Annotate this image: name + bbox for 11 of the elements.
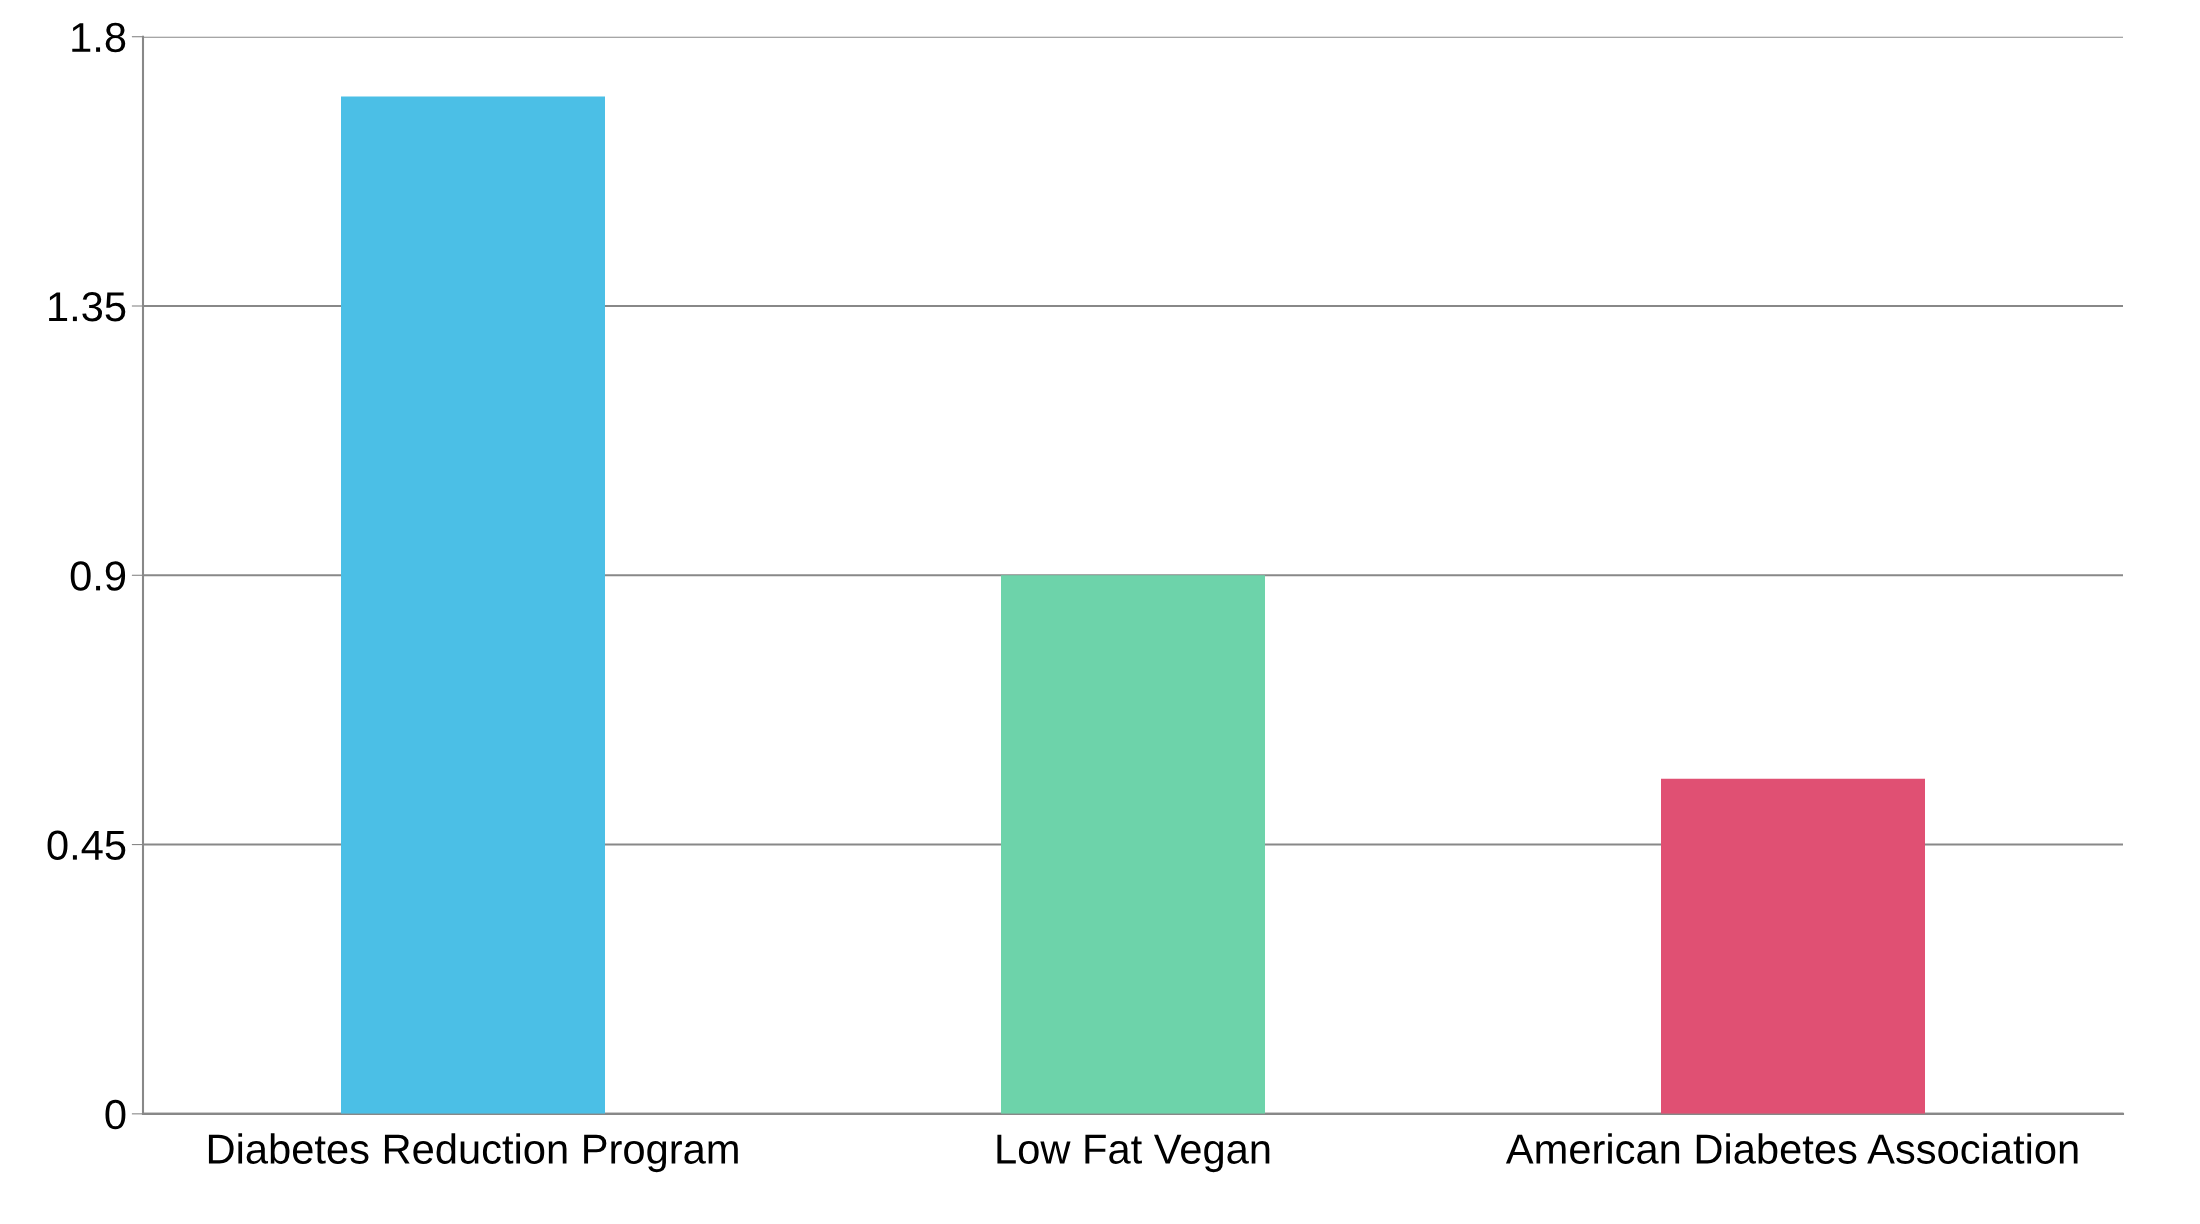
x-tick-label: American Diabetes Association: [1505, 1133, 2078, 1164]
y-tick-label: 1.8: [72, 22, 126, 53]
bar: [341, 96, 605, 1114]
bar: [1001, 575, 1265, 1114]
bar: [1661, 778, 1925, 1114]
y-tick-label: 1.35: [49, 292, 126, 322]
y-tick-label: 0.9: [70, 561, 126, 591]
y-tick-label: 0: [105, 1099, 126, 1130]
y-tick-label: 0.45: [47, 830, 126, 861]
x-tick-label: Diabetes Reduction Program: [208, 1133, 738, 1173]
x-tick-label: Low Fat Vegan: [997, 1134, 1270, 1173]
